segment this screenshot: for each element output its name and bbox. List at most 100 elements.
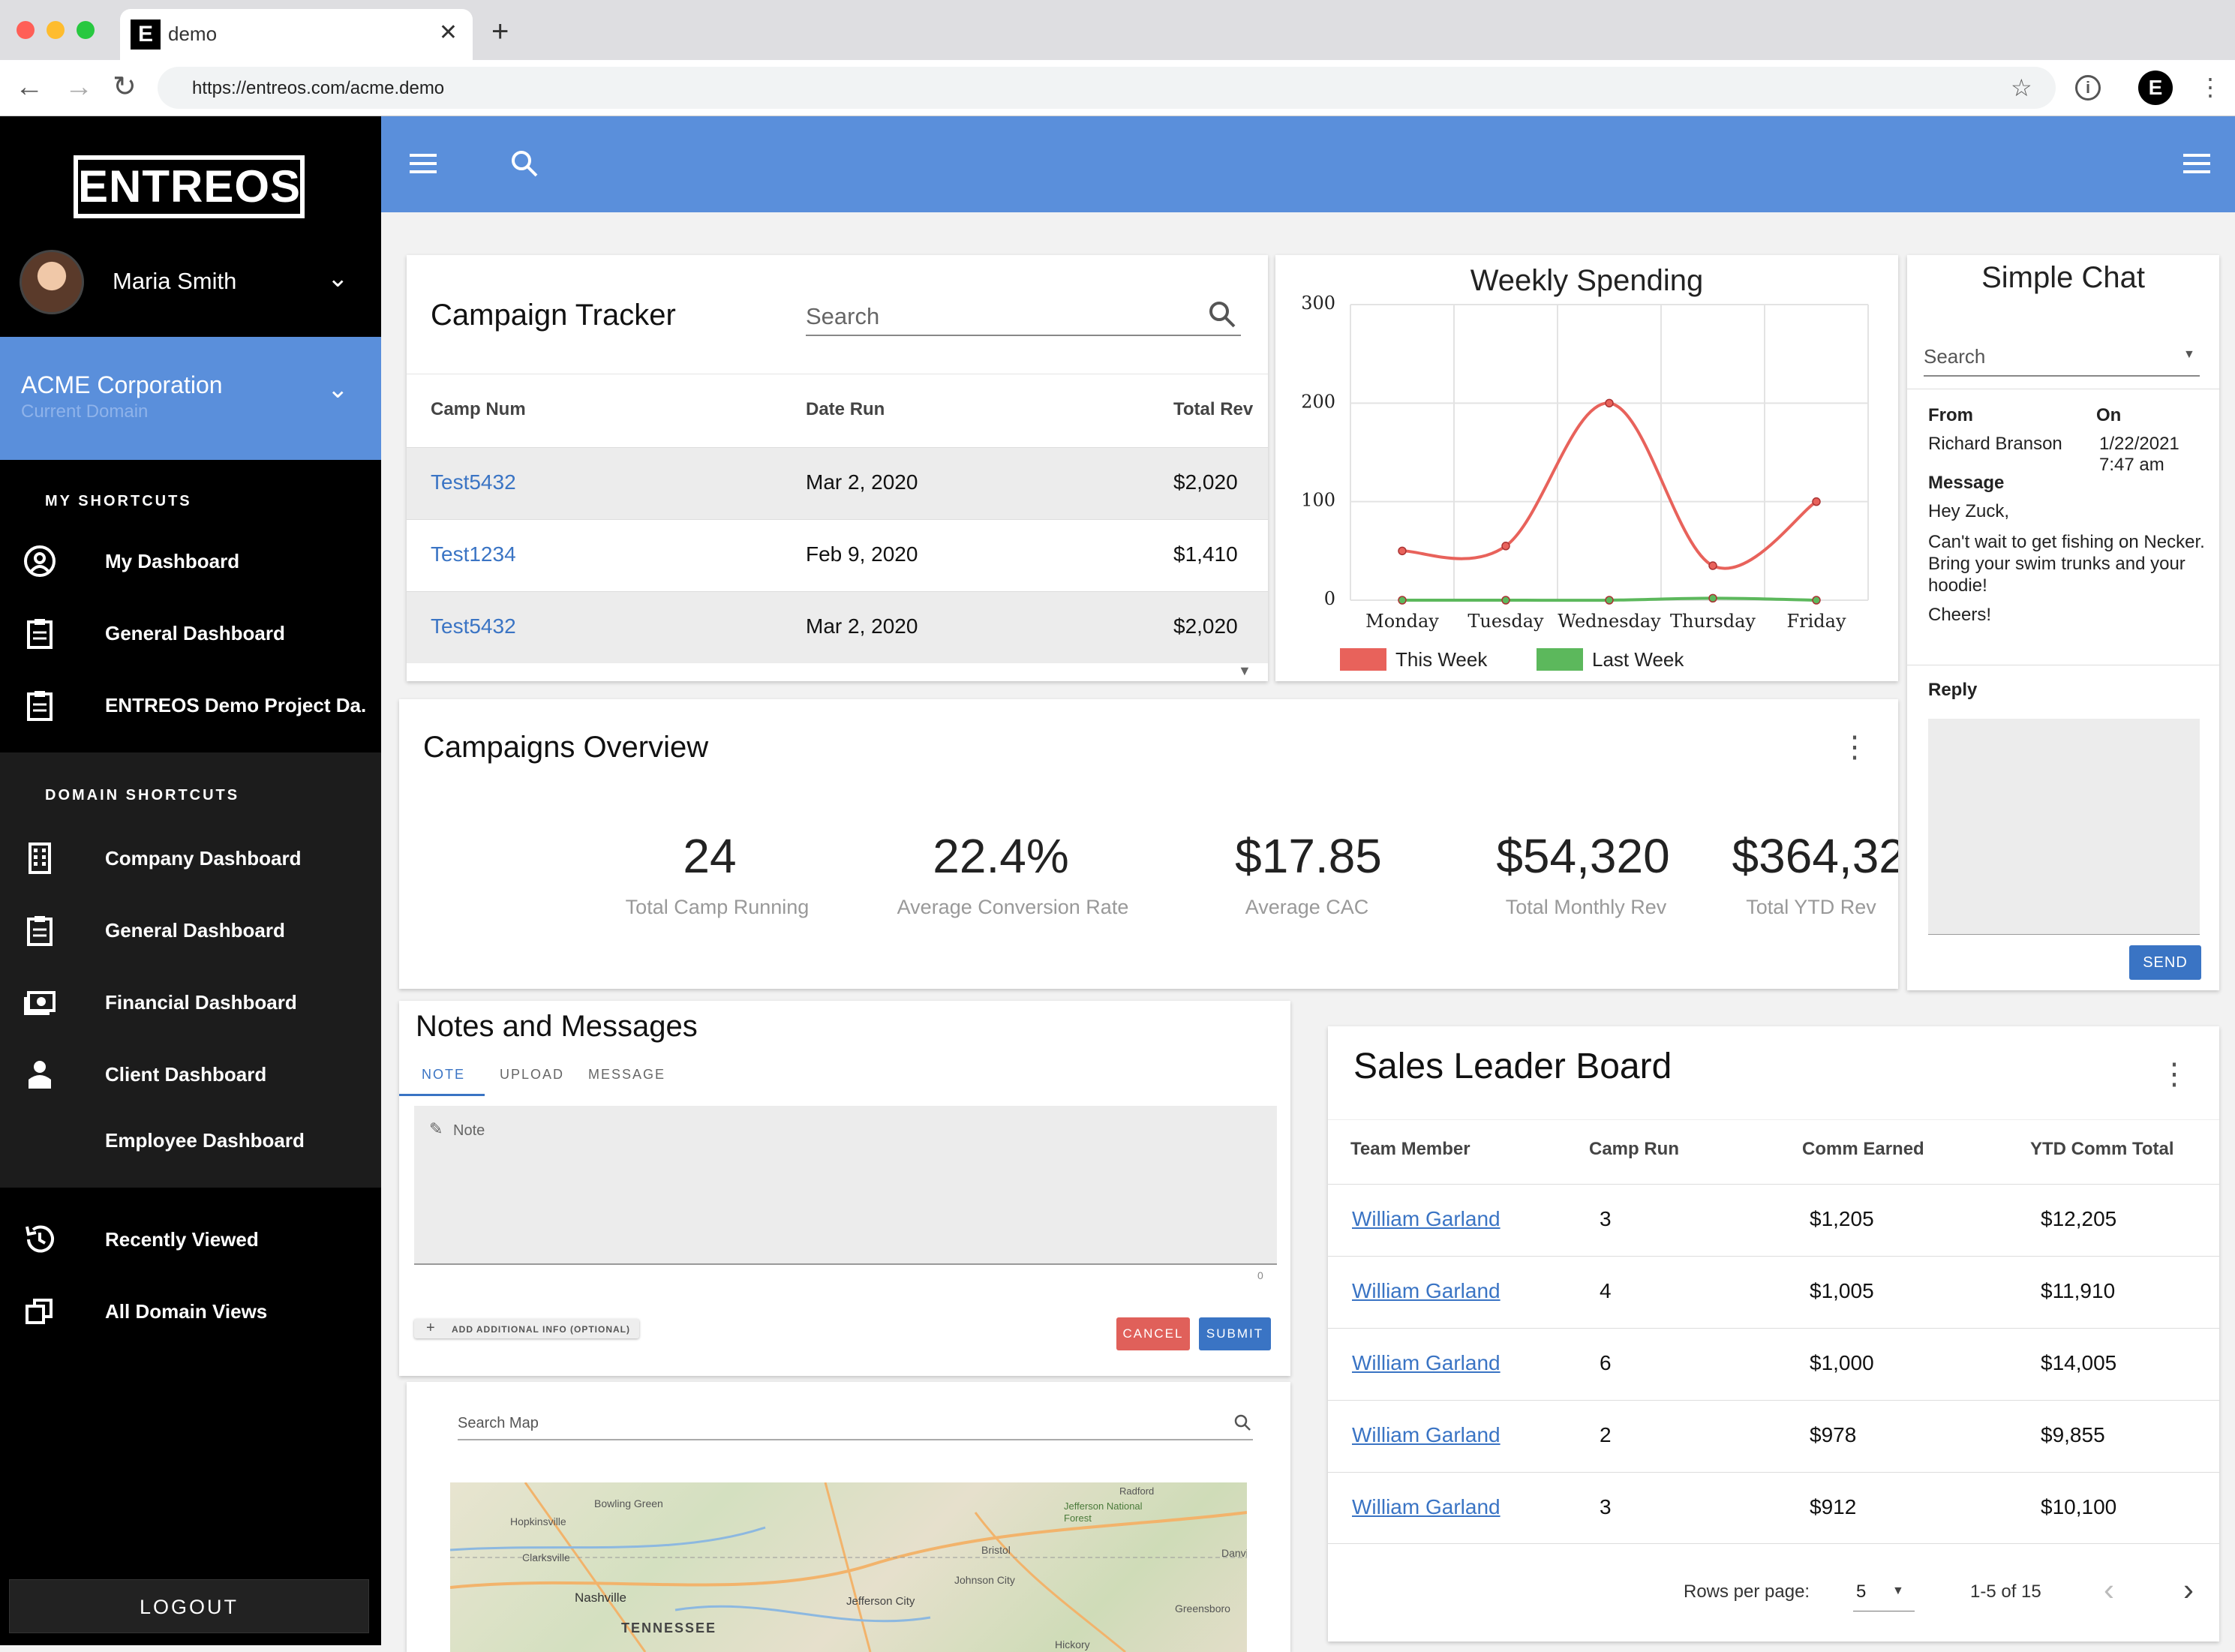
- map-label: TENNESSEE: [621, 1620, 717, 1635]
- char-counter: 0: [1257, 1269, 1263, 1281]
- clipboard-icon: [23, 616, 57, 650]
- sidebar-item-label: Recently Viewed: [105, 1228, 259, 1251]
- domain-selector[interactable]: ACME Corporation Current Domain ⌄: [0, 337, 381, 460]
- team-member-link[interactable]: William Garland: [1352, 1207, 1501, 1230]
- sidebar-item-client-dashboard[interactable]: Client Dashboard: [0, 1039, 381, 1107]
- send-button[interactable]: SEND: [2129, 945, 2201, 980]
- search-icon[interactable]: [1233, 1413, 1251, 1435]
- team-member-link[interactable]: William Garland: [1352, 1351, 1501, 1374]
- table-row[interactable]: William Garland 4 $1,005 $11,910: [1328, 1256, 2219, 1328]
- forward-icon[interactable]: →: [65, 71, 93, 103]
- search-placeholder: Search: [806, 303, 880, 329]
- profile-avatar[interactable]: E: [2138, 71, 2173, 105]
- previous-page-icon[interactable]: ‹: [2104, 1572, 2114, 1607]
- sidebar-item-all-domain-views[interactable]: All Domain Views: [0, 1276, 381, 1344]
- stat-label: Average Conversion Rate: [897, 896, 1129, 918]
- table-row[interactable]: William Garland 2 $978 $9,855: [1328, 1400, 2219, 1472]
- weekly-spending-card: Weekly Spending 300 200 100 0 Monday Tuesday W…: [1275, 255, 1898, 681]
- history-icon: [23, 1222, 57, 1257]
- user-menu[interactable]: Maria Smith ⌄: [0, 244, 381, 326]
- next-page-icon[interactable]: ›: [2183, 1572, 2194, 1607]
- team-member-link[interactable]: William Garland: [1352, 1279, 1501, 1302]
- map-search-input[interactable]: Search Map: [458, 1410, 1253, 1440]
- reload-icon[interactable]: ↻: [113, 71, 137, 103]
- table-row[interactable]: Test1234 Feb 9, 2020 $1,410: [407, 519, 1268, 591]
- tab-message[interactable]: MESSAGE: [588, 1067, 666, 1082]
- stat-value: 24: [683, 829, 737, 883]
- sidebar-item-general-dashboard-2[interactable]: General Dashboard: [0, 895, 381, 963]
- table-row[interactable]: William Garland 3 $1,205 $12,205: [1328, 1184, 2219, 1256]
- data-point: [1398, 546, 1407, 556]
- y-tick-label: 100: [1301, 490, 1335, 511]
- chart-title: Weekly Spending: [1470, 264, 1704, 297]
- logout-button[interactable]: LOGOUT: [9, 1579, 369, 1633]
- camp-num-link[interactable]: Test1234: [431, 542, 516, 566]
- sidebar-item-general-dashboard[interactable]: General Dashboard: [0, 598, 381, 665]
- search-icon[interactable]: [510, 149, 539, 182]
- map-label: Bowling Green: [594, 1497, 663, 1509]
- browser-menu-icon[interactable]: ⋮: [2198, 74, 2222, 101]
- data-point: [1812, 596, 1821, 605]
- table-row[interactable]: William Garland 3 $912 $10,100: [1328, 1472, 2219, 1544]
- search-icon[interactable]: [1208, 300, 1236, 332]
- maximize-window-button[interactable]: [77, 21, 95, 39]
- browser-tab[interactable]: E demo ✕: [120, 9, 473, 60]
- add-info-label: ADD ADDITIONAL INFO (OPTIONAL): [452, 1324, 630, 1335]
- tab-upload[interactable]: UPLOAD: [500, 1067, 565, 1082]
- date-run: Feb 9, 2020: [806, 542, 918, 566]
- sidebar-item-financial-dashboard[interactable]: Financial Dashboard: [0, 967, 381, 1035]
- sidebar-item-employee-dashboard[interactable]: Employee Dashboard: [0, 1105, 381, 1173]
- info-icon[interactable]: i: [2075, 75, 2101, 101]
- scroll-down-icon[interactable]: ▼: [1238, 663, 1251, 678]
- more-options-icon[interactable]: ⋮: [1840, 731, 1870, 764]
- tab-note[interactable]: NOTE: [422, 1067, 466, 1082]
- submit-button[interactable]: SUBMIT: [1199, 1317, 1271, 1350]
- rows-per-page-select[interactable]: 5 ▼: [1853, 1572, 1915, 1611]
- weekly-spending-chart: 300 200 100 0 Monday Tuesday Wednesday Thursday…: [1301, 293, 1869, 671]
- favicon-icon: E: [131, 20, 161, 50]
- campaign-search-input[interactable]: Search: [806, 293, 1241, 336]
- note-textarea[interactable]: ✎ Note: [414, 1106, 1277, 1265]
- entreos-logo[interactable]: ENTREOS: [74, 155, 305, 218]
- right-menu-icon[interactable]: [2183, 152, 2210, 179]
- sidebar-item-my-dashboard[interactable]: My Dashboard: [0, 526, 381, 593]
- time-value: 7:47 am: [2099, 455, 2164, 475]
- reply-label: Reply: [1928, 680, 1978, 700]
- y-tick-label: 200: [1301, 391, 1335, 412]
- chevron-down-icon[interactable]: ⌄: [327, 264, 349, 293]
- camp-run: 6: [1600, 1351, 1612, 1374]
- data-point: [1501, 542, 1510, 551]
- reply-textarea[interactable]: [1928, 719, 2200, 935]
- map-roads: [450, 1482, 1247, 1652]
- table-row[interactable]: Test5432 Mar 2, 2020 $2,020: [407, 591, 1268, 663]
- ytd-comm-total: $10,100: [2041, 1495, 2117, 1518]
- map-view[interactable]: Bowling Green Hopkinsville Clarksville N…: [450, 1482, 1247, 1652]
- table-row[interactable]: William Garland 6 $1,000 $14,005: [1328, 1328, 2219, 1400]
- hamburger-menu-icon[interactable]: [410, 152, 437, 179]
- more-options-icon[interactable]: ⋮: [2159, 1058, 2189, 1091]
- address-bar[interactable]: https://entreos.com/acme.demo ☆: [158, 67, 2056, 109]
- camp-num-link[interactable]: Test5432: [431, 614, 516, 638]
- cancel-button[interactable]: CANCEL: [1116, 1317, 1190, 1350]
- team-member-link[interactable]: William Garland: [1352, 1495, 1501, 1518]
- column-header: YTD Comm Total: [2030, 1139, 2174, 1159]
- team-member-link[interactable]: William Garland: [1352, 1423, 1501, 1446]
- sidebar-item-recently-viewed[interactable]: Recently Viewed: [0, 1204, 381, 1272]
- add-additional-info-button[interactable]: + ADD ADDITIONAL INFO (OPTIONAL): [414, 1319, 639, 1338]
- x-tick-label: Monday: [1365, 611, 1439, 632]
- minimize-window-button[interactable]: [47, 21, 65, 39]
- sidebar-item-demo-project[interactable]: ENTREOS Demo Project Da...: [0, 670, 381, 737]
- camp-num-link[interactable]: Test5432: [431, 470, 516, 494]
- back-icon[interactable]: ←: [15, 71, 44, 103]
- chat-search-select[interactable]: Search ▼: [1924, 338, 2200, 377]
- map-label: Radford: [1119, 1485, 1155, 1497]
- clipboard-icon: [23, 913, 57, 948]
- close-window-button[interactable]: [17, 21, 35, 39]
- table-row[interactable]: Test5432 Mar 2, 2020 $2,020: [407, 447, 1268, 519]
- new-tab-icon[interactable]: +: [491, 15, 509, 48]
- chevron-down-icon[interactable]: ⌄: [327, 375, 349, 404]
- close-tab-icon[interactable]: ✕: [438, 20, 458, 45]
- sidebar-item-company-dashboard[interactable]: Company Dashboard: [0, 823, 381, 891]
- sidebar-item-label: My Dashboard: [105, 550, 240, 572]
- bookmark-star-icon[interactable]: ☆: [2011, 74, 2032, 101]
